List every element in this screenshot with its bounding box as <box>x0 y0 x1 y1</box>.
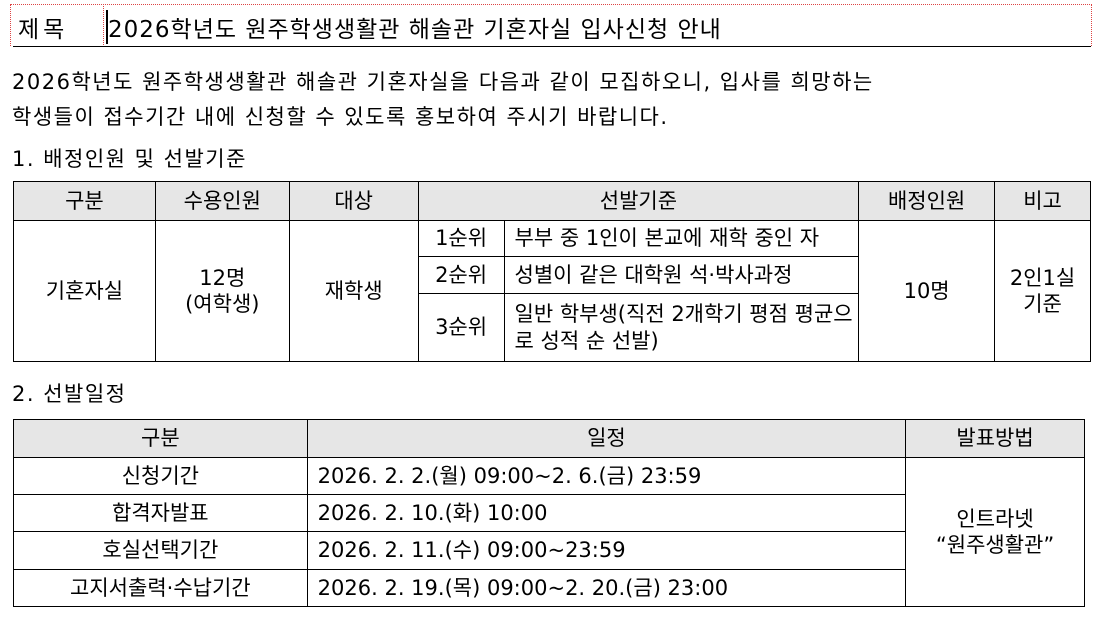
table-row: 합격자발표 2026. 2. 10.(화) 10:00 <box>13 494 1085 532</box>
schedule-item: 신청기간 <box>13 457 308 495</box>
title-input[interactable]: 2026학년도 원주학생생활관 해솔관 기혼자실 입사신청 안내 <box>106 10 722 44</box>
title-underline <box>13 46 1091 47</box>
schedule-date: 2026. 2. 2.(월) 09:00~2. 6.(금) 23:59 <box>306 457 907 495</box>
method-line-1: 인트라넷 <box>956 506 1034 531</box>
rank-cell: 3순위 <box>417 293 505 362</box>
header-note: 비고 <box>994 181 1091 221</box>
header-category: 구분 <box>13 181 156 221</box>
capacity-cell: 12명 (여학생) <box>154 220 290 362</box>
header-schedule: 일정 <box>306 419 907 458</box>
intro-line-1: 2026학년도 원주학생생활관 해솔관 기혼자실을 다음과 같이 모집하오니, … <box>12 70 874 94</box>
note-line-1: 2인1실 <box>1009 265 1076 290</box>
header-criteria: 선발기준 <box>417 181 860 221</box>
title-label: 제목 <box>18 17 69 43</box>
category-cell: 기혼자실 <box>13 220 156 362</box>
target-cell: 재학생 <box>288 220 419 362</box>
schedule-table: 구분 일정 발표방법 신청기간 2026. 2. 2.(월) 09:00~2. … <box>13 419 1085 607</box>
selection-criteria-table: 구분 수용인원 대상 선발기준 배정인원 비고 기혼자실 12명 (여학생) 재학… <box>13 181 1091 362</box>
header-category: 구분 <box>13 419 308 458</box>
capacity-gender: (여학생) <box>185 292 260 316</box>
table-row: 고지서출력·수납기간 2026. 2. 19.(목) 09:00~2. 20.(… <box>13 569 1085 607</box>
note-cell: 2인1실 기준 <box>994 220 1091 362</box>
criteria-cell: 성별이 같은 대학원 석·박사과정 <box>503 256 860 294</box>
intro-line-2: 학생들이 접수기간 내에 신청할 수 있도록 홍보하여 주시기 바랍니다. <box>12 105 669 129</box>
table-row: 신청기간 2026. 2. 2.(월) 09:00~2. 6.(금) 23:59… <box>13 457 1085 607</box>
section2-heading: 2. 선발일정 <box>12 382 127 406</box>
criteria-cell: 부부 중 1인이 본교에 재학 중인 자 <box>503 220 860 257</box>
title-separator <box>103 4 104 45</box>
schedule-date: 2026. 2. 11.(수) 09:00~23:59 <box>306 531 907 570</box>
criteria-cell: 일반 학부생(직전 2개학기 평점 평균으로 성적 순 선발) <box>503 293 860 362</box>
header-assigned: 배정인원 <box>858 181 996 221</box>
header-target: 대상 <box>288 181 419 221</box>
rank-cell: 1순위 <box>417 220 505 257</box>
header-method: 발표방법 <box>905 419 1085 458</box>
schedule-item: 호실선택기간 <box>13 531 308 570</box>
schedule-item: 고지서출력·수납기간 <box>13 569 308 607</box>
table-row: 호실선택기간 2026. 2. 11.(수) 09:00~23:59 <box>13 531 1085 570</box>
capacity-value: 12명 <box>199 265 246 290</box>
header-capacity: 수용인원 <box>154 181 290 221</box>
method-line-2: “원주생활관” <box>935 533 1055 557</box>
assigned-cell: 10명 <box>858 220 996 362</box>
title-field-box <box>10 4 1092 46</box>
section1-heading: 1. 배정인원 및 선발기준 <box>12 147 247 171</box>
schedule-item: 합격자발표 <box>13 494 308 532</box>
method-cell: 인트라넷 “원주생활관” <box>905 457 1085 607</box>
schedule-date: 2026. 2. 10.(화) 10:00 <box>306 494 907 532</box>
note-line-2: 기준 <box>1023 292 1062 316</box>
schedule-date: 2026. 2. 19.(목) 09:00~2. 20.(금) 23:00 <box>306 569 907 607</box>
rank-cell: 2순위 <box>417 256 505 294</box>
